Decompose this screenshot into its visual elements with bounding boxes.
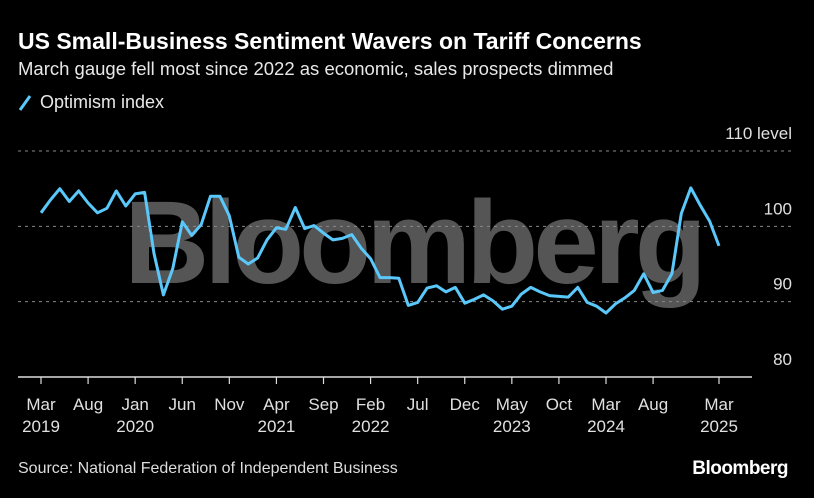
x-tick-month: Dec [450, 395, 481, 414]
x-tick-month: Oct [546, 395, 573, 414]
x-tick-year: 2020 [116, 417, 154, 436]
x-tick-month: Mar [26, 395, 56, 414]
x-tick-month: Jun [169, 395, 196, 414]
legend-label: Optimism index [40, 92, 165, 112]
chart-title: US Small-Business Sentiment Wavers on Ta… [18, 28, 642, 54]
x-tick-month: Feb [356, 395, 385, 414]
x-tick-year: 2024 [587, 417, 625, 436]
x-tick-month: Mar [704, 395, 734, 414]
x-tick-month: Jan [121, 395, 148, 414]
x-tick-year: 2019 [22, 417, 60, 436]
chart-subtitle: March gauge fell most since 2022 as econ… [18, 58, 614, 79]
y-tick-label: 80 [773, 350, 792, 369]
x-tick-month: Aug [638, 395, 668, 414]
y-tick-label: 110 level [725, 124, 792, 143]
y-tick-label: 100 [764, 199, 792, 218]
optimism-index-line [39, 186, 721, 315]
legend: Optimism index [18, 92, 164, 113]
source-note: Source: National Federation of Independe… [18, 460, 398, 477]
x-tick-year: 2022 [352, 417, 390, 436]
x-tick-month: Sep [308, 395, 338, 414]
x-tick-month: Mar [591, 395, 621, 414]
x-tick-month: Apr [263, 395, 290, 414]
x-tick-year: 2025 [700, 417, 738, 436]
x-tick-year: 2021 [258, 417, 296, 436]
x-tick-month: Aug [73, 395, 103, 414]
x-tick-year: 2023 [493, 417, 531, 436]
legend-line-icon [18, 94, 32, 111]
bloomberg-logo: Bloomberg [692, 458, 788, 479]
y-tick-label: 90 [773, 275, 792, 294]
x-tick-month: Nov [214, 395, 245, 414]
x-tick-month: Jul [407, 395, 429, 414]
x-tick-month: May [496, 395, 529, 414]
